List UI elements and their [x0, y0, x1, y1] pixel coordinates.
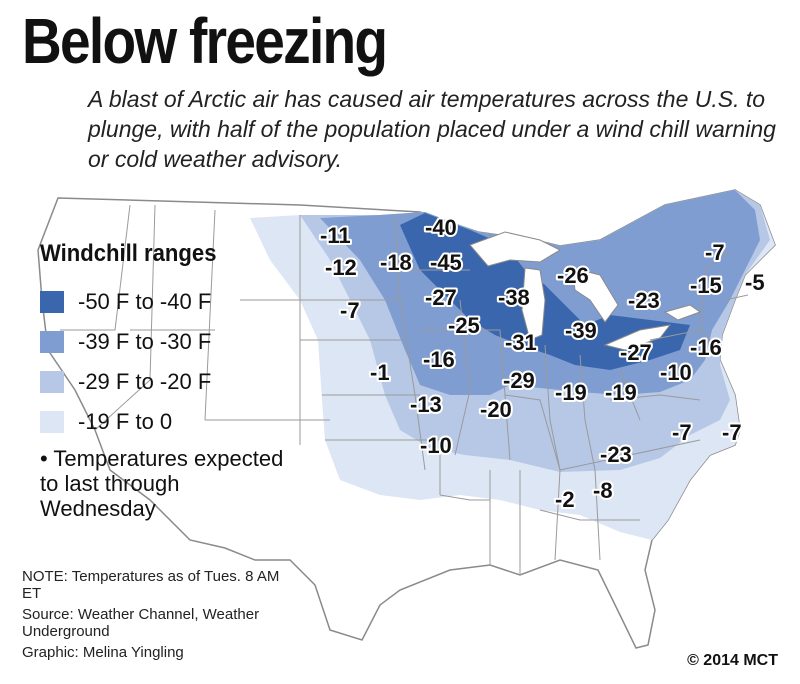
lake-erie — [603, 324, 672, 351]
temp-label: -23 — [628, 288, 660, 313]
temp-label: -23 — [600, 442, 632, 467]
copyright-credit: © 2014 MCT — [687, 652, 778, 669]
temp-label: -16 — [690, 335, 722, 360]
legend-label: -50 F to -40 F — [78, 289, 212, 314]
legend-label: -19 F to 0 — [78, 409, 173, 434]
temperature-labels: -11 -40 -12 -18 -45 -26 -7 -5 -15 -7 -27… — [318, 213, 767, 514]
state-borders — [60, 204, 749, 575]
temp-label: -5 — [745, 270, 765, 295]
lake-michigan — [521, 267, 546, 341]
legend-item: -29 F to -20 F — [40, 362, 310, 402]
legend-item: -19 F to 0 — [40, 402, 310, 442]
legend-swatch — [40, 371, 64, 393]
temp-label: -38 — [498, 285, 530, 310]
legend-note: • Temperatures expected to last through … — [40, 446, 284, 521]
temp-label: -18 — [380, 250, 412, 275]
legend-swatch — [40, 411, 64, 433]
temp-label: -40 — [425, 215, 457, 240]
temp-label: -2 — [555, 487, 575, 512]
temp-label: -25 — [448, 313, 480, 338]
footnote-note: NOTE: Temperatures as of Tues. 8 AM ET — [22, 568, 280, 602]
footnote-source: Source: Weather Channel, Weather Undergr… — [22, 606, 260, 640]
legend-label: -39 F to -30 F — [78, 329, 212, 354]
legend: Windchill ranges -50 F to -40 F -39 F to… — [40, 240, 310, 521]
lake-ontario — [663, 304, 702, 321]
temp-label: -26 — [557, 263, 589, 288]
temp-label: -10 — [420, 433, 452, 458]
temp-label: -10 — [660, 360, 692, 385]
temp-label: -7 — [705, 240, 725, 265]
legend-swatch — [40, 331, 64, 353]
temp-label: -27 — [620, 340, 652, 365]
temp-label: -12 — [325, 255, 357, 280]
band-50-to-40 — [400, 213, 690, 370]
temp-label: -16 — [423, 347, 455, 372]
temp-label: -27 — [425, 285, 457, 310]
temp-label: -31 — [505, 330, 537, 355]
temp-label: -13 — [410, 392, 442, 417]
legend-title: Windchill ranges — [40, 240, 217, 267]
temp-label: -19 — [555, 380, 587, 405]
footnotes: NOTE: Temperatures as of Tues. 8 AM ET S… — [22, 568, 282, 665]
lake-superior — [469, 231, 562, 267]
temp-label: -29 — [503, 368, 535, 393]
temp-label: -7 — [672, 420, 692, 445]
temp-label: -7 — [722, 420, 742, 445]
temp-label: -19 — [605, 380, 637, 405]
legend-item: -50 F to -40 F — [40, 282, 310, 322]
temp-label: -1 — [370, 360, 390, 385]
legend-swatch — [40, 291, 64, 313]
temp-label: -8 — [593, 478, 613, 503]
lake-huron — [571, 267, 619, 323]
page-title: Below freezing — [22, 5, 388, 77]
temp-label: -15 — [690, 273, 722, 298]
temp-label: -39 — [565, 318, 597, 343]
temp-label: -7 — [340, 298, 360, 323]
legend-item: -39 F to -30 F — [40, 322, 310, 362]
legend-label: -29 F to -20 F — [78, 369, 212, 394]
temp-label: -20 — [480, 397, 512, 422]
temp-label: -45 — [430, 250, 462, 275]
footnote-graphic: Graphic: Melina Yingling — [22, 644, 184, 661]
page-subtitle: A blast of Arctic air has caused air tem… — [88, 86, 776, 172]
temp-label: -11 — [320, 223, 351, 248]
